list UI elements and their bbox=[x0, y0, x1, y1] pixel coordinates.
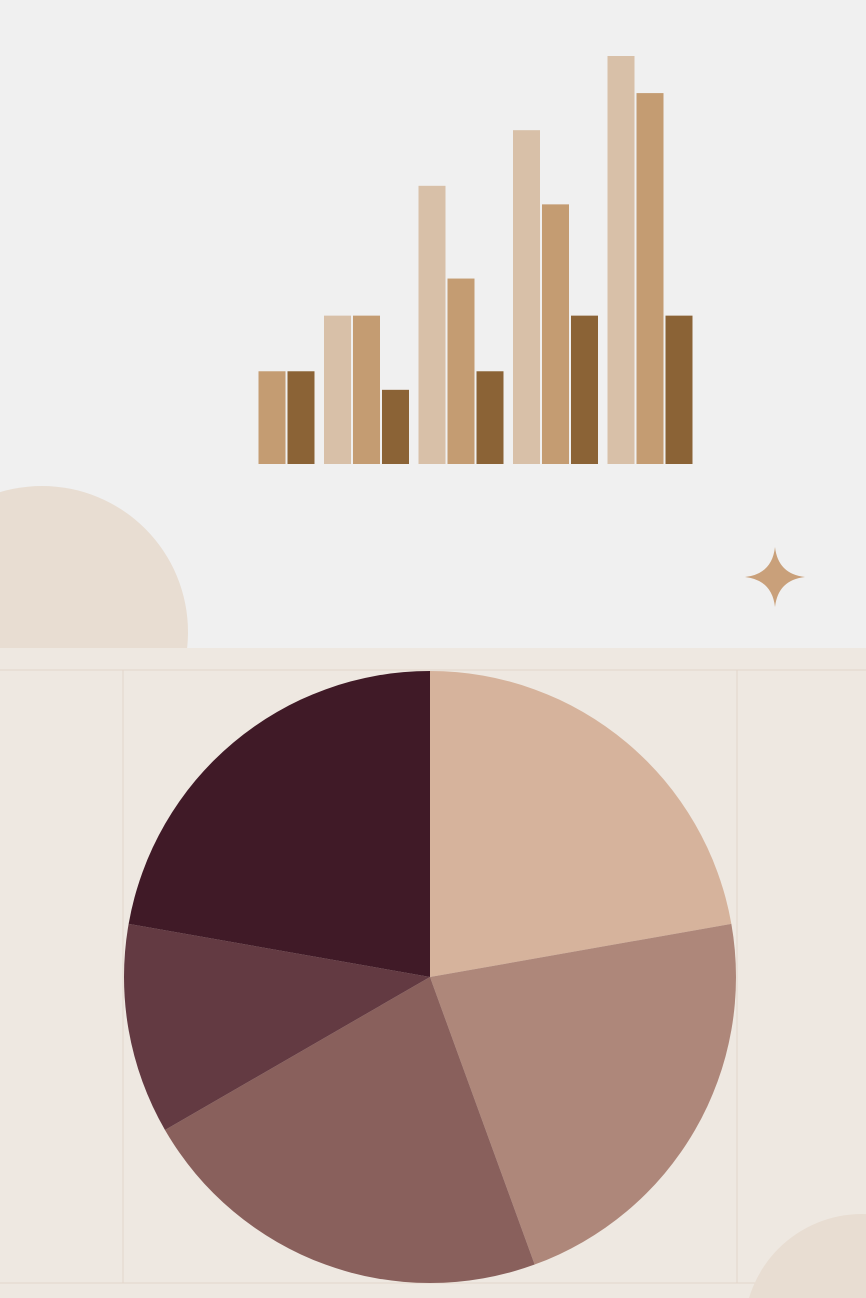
bar bbox=[382, 389, 409, 464]
bar bbox=[636, 93, 664, 464]
bar bbox=[447, 278, 475, 464]
bar bbox=[513, 130, 540, 464]
charts bbox=[123, 56, 737, 1283]
pie-slice bbox=[128, 671, 430, 977]
bar bbox=[476, 371, 504, 464]
pie-slice bbox=[430, 923, 737, 1265]
bar bbox=[542, 204, 569, 464]
bar bbox=[571, 315, 598, 464]
bar bbox=[287, 371, 315, 464]
bar bbox=[418, 185, 446, 464]
pie-slice bbox=[430, 671, 732, 977]
bar bbox=[607, 56, 635, 464]
bar bbox=[258, 371, 286, 464]
bar bbox=[324, 315, 351, 464]
bar bbox=[665, 315, 693, 464]
pie-slice bbox=[164, 977, 535, 1283]
sparkle bbox=[745, 547, 805, 607]
pie-slice bbox=[123, 923, 430, 1130]
decor-circle bbox=[749, 1214, 866, 1298]
bar bbox=[353, 315, 380, 464]
